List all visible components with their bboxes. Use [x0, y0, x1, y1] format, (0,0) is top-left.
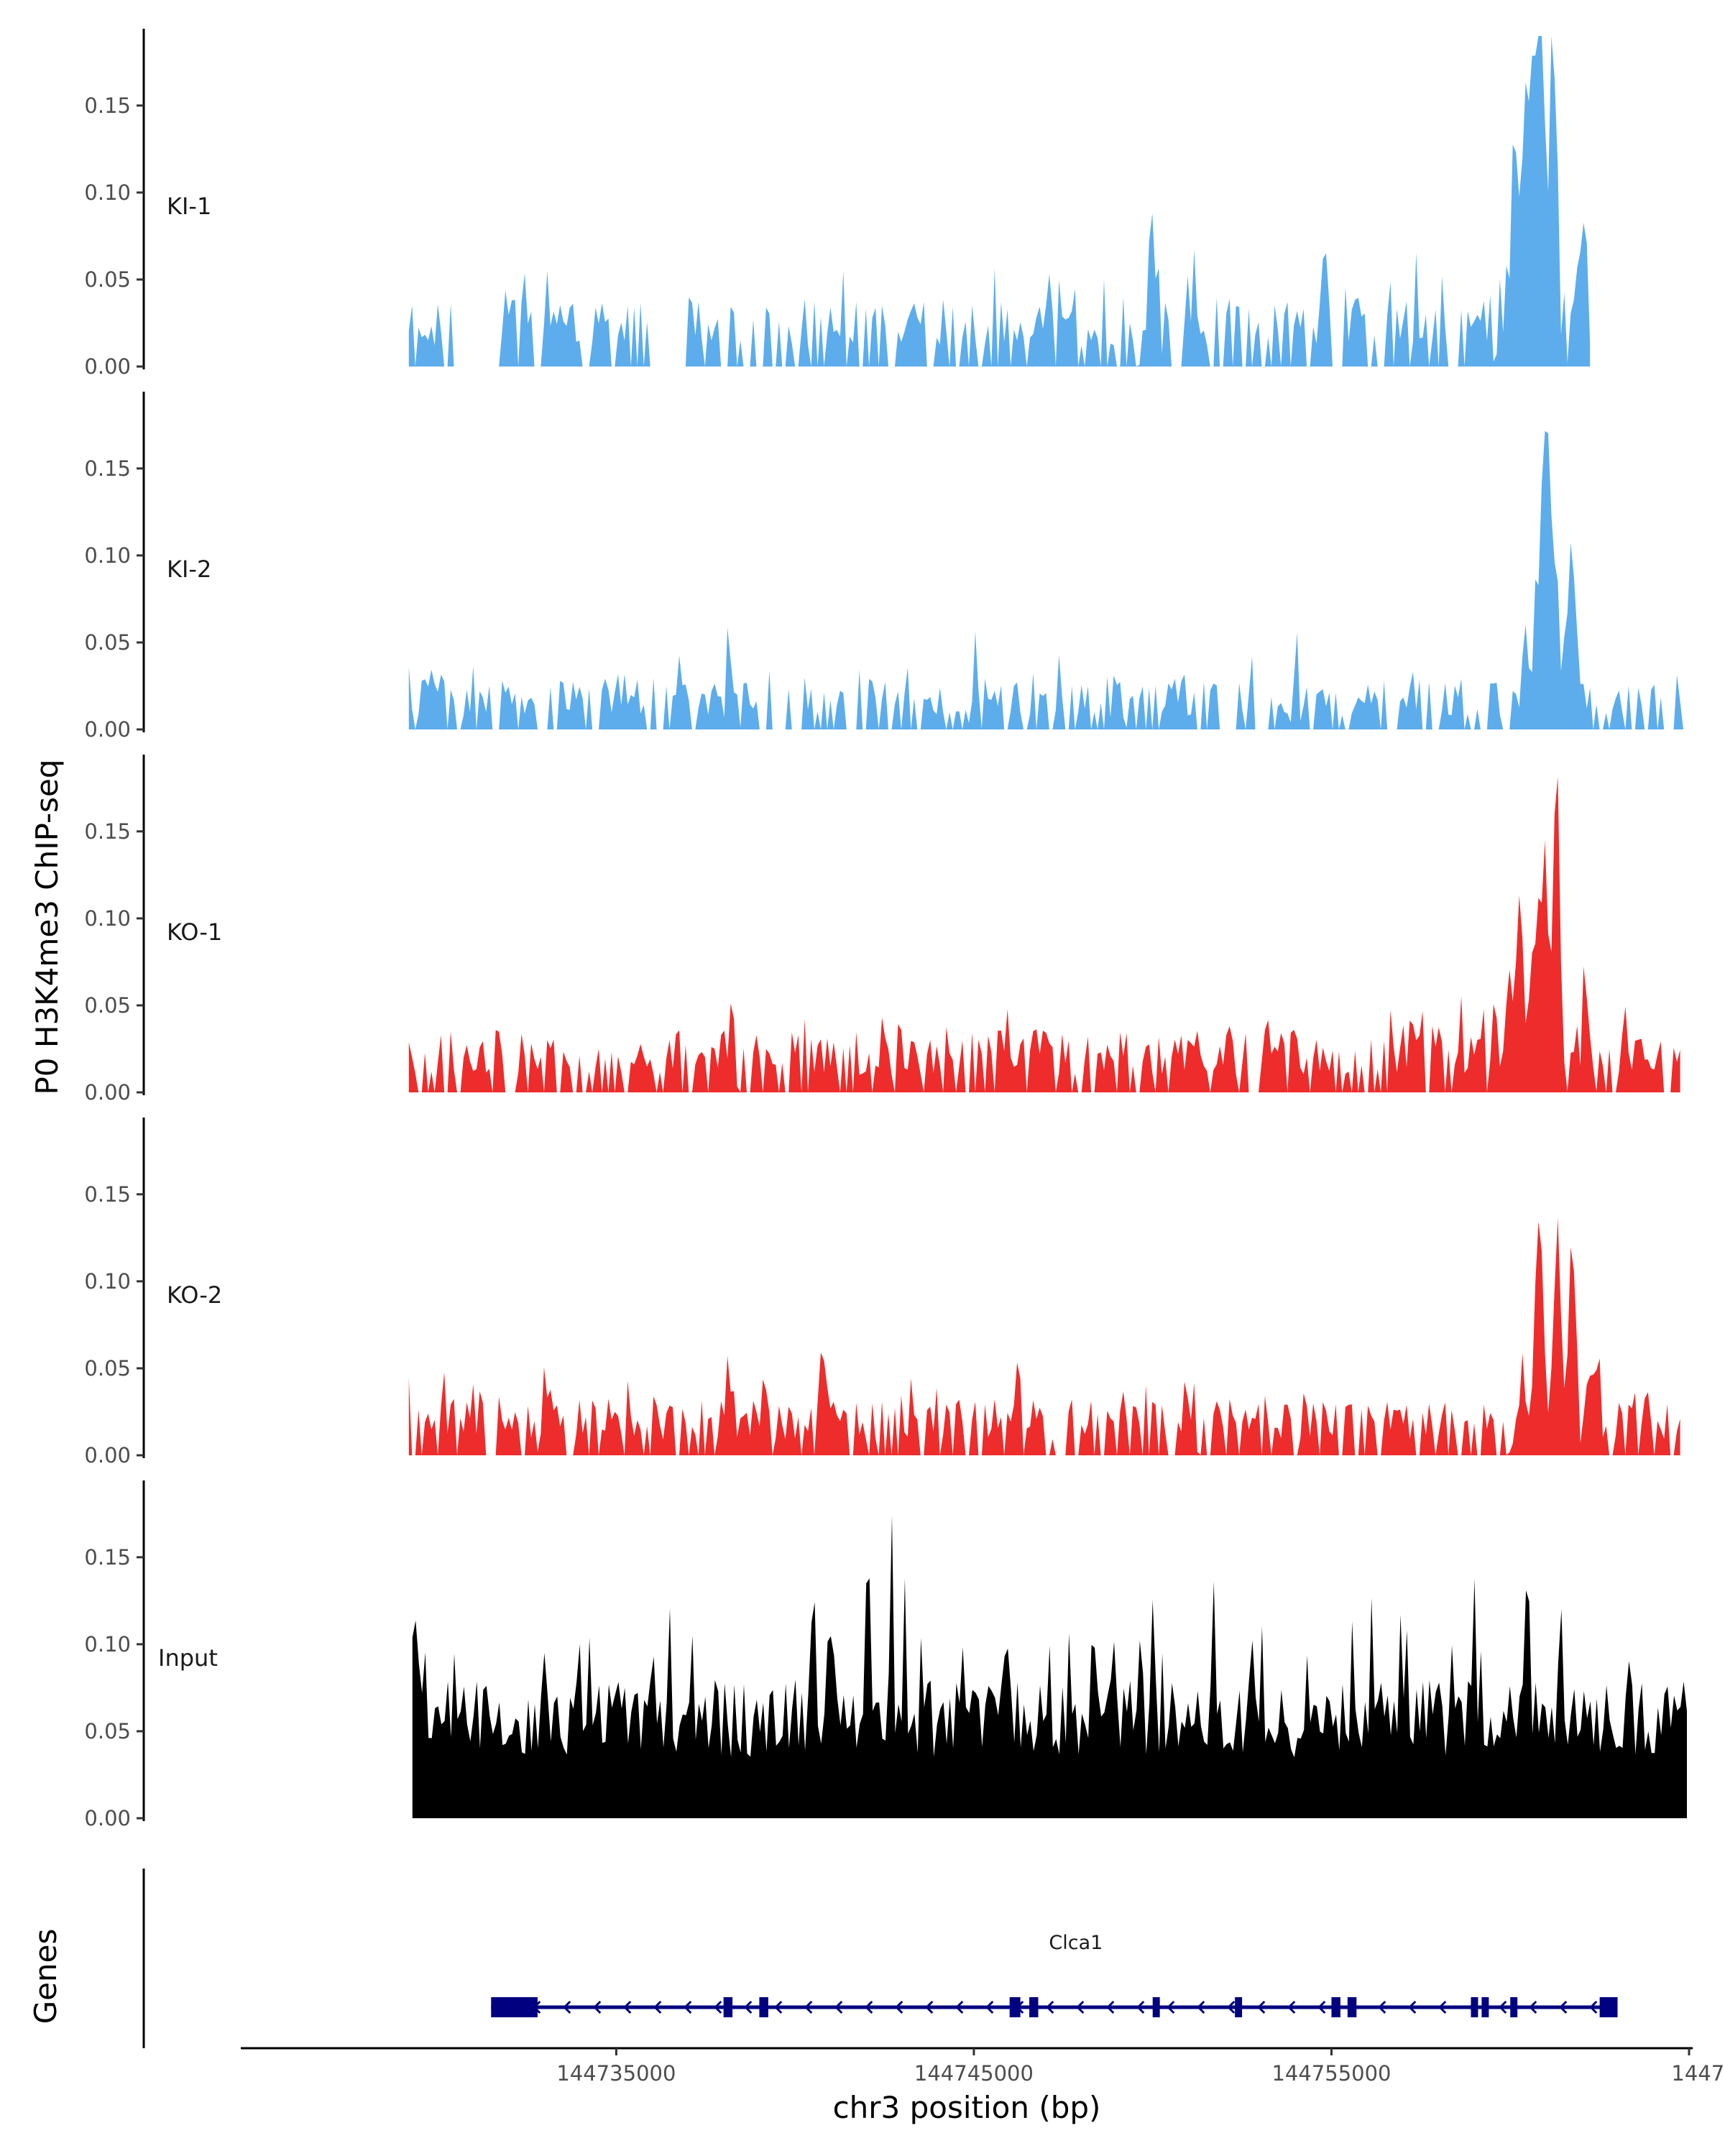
exon [1347, 1997, 1357, 2017]
strand-arrow [865, 2000, 873, 2014]
exon [1510, 1997, 1518, 2017]
strand-arrow [1046, 2000, 1054, 2014]
exon [1009, 1997, 1021, 2017]
strand-arrow [1106, 2000, 1115, 2014]
strand-arrow [1076, 2000, 1085, 2014]
exon [1599, 1997, 1618, 2017]
strand-arrow [925, 2000, 934, 2014]
x-axis-title: chr3 position (bp) [833, 2090, 1101, 2125]
track-input: 0.00 0.05 0.10 0.15 Input [84, 1480, 1687, 1830]
y-tick-label: 0.15 [84, 1182, 131, 1207]
strand-arrow [653, 2000, 662, 2014]
signal-tracks: 0.00 0.05 0.10 0.15 KI-1 0.00 0.05 0.10 0.15 KI-2… [84, 29, 1687, 1830]
strand-arrow [834, 2000, 843, 2014]
exon [759, 1997, 768, 2017]
y-tick-label: 0.15 [84, 819, 131, 844]
signal-area-input [412, 1515, 1687, 1818]
track-ki-2: 0.00 0.05 0.10 0.15 KI-2 [84, 392, 1687, 742]
x-tick-label: 144735000 [556, 2061, 676, 2086]
y-tick-label: 0.00 [84, 1806, 131, 1830]
gene-name-label: Clca1 [1049, 1932, 1103, 1954]
signal-area-ko-2 [408, 1217, 1680, 1455]
strand-arrow [1438, 2000, 1447, 2014]
strand-arrow [1257, 2000, 1266, 2014]
y-tick-label: 0.10 [84, 906, 131, 931]
genes-axis-title: Genes [28, 1929, 63, 2024]
y-tick-label: 0.05 [84, 630, 131, 655]
strand-arrow [563, 2000, 571, 2014]
y-tick-label: 0.05 [84, 267, 131, 292]
strand-arrow [593, 2000, 602, 2014]
signal-area-ki-1 [408, 36, 1591, 367]
y-tick-label: 0.00 [84, 1443, 131, 1468]
signal-area-ki-2 [408, 430, 1687, 729]
strand-arrow [623, 2000, 632, 2014]
strand-arrow [1317, 2000, 1326, 2014]
strand-arrow [985, 2000, 994, 2014]
strand-arrow [774, 2000, 783, 2014]
y-tick-label: 0.05 [84, 1719, 131, 1743]
y-tick-label: 0.15 [84, 1545, 131, 1570]
track-ko-2: 0.00 0.05 0.10 0.15 KO-2 [84, 1118, 1680, 1468]
x-tick-label: 1447650 [1671, 2061, 1725, 2086]
y-tick-label: 0.00 [84, 717, 131, 742]
y-tick-label: 0.00 [84, 354, 131, 379]
exon [1481, 1997, 1489, 2017]
y-tick-label: 0.10 [84, 543, 131, 568]
signal-area-ko-1 [408, 776, 1680, 1092]
exon [1471, 1997, 1478, 2017]
strand-arrow [1589, 2000, 1598, 2014]
strand-arrow [1167, 2000, 1175, 2014]
strand-arrow [1287, 2000, 1296, 2014]
strand-arrow [804, 2000, 813, 2014]
strand-arrow [684, 2000, 692, 2014]
exon [1235, 1997, 1243, 2017]
exon [1331, 1997, 1340, 2017]
y-tick-label: 0.15 [84, 456, 131, 481]
gene-panel: Clca1 [142, 1869, 1618, 2048]
strand-arrow [1197, 2000, 1205, 2014]
y-tick-label: 0.05 [84, 1356, 131, 1381]
y-tick-label: 0.10 [84, 180, 131, 205]
strand-arrow [895, 2000, 903, 2014]
x-axis: 144735000 144745000 144755000 1447650 [241, 2047, 1725, 2086]
y-tick-label: 0.00 [84, 1080, 131, 1105]
strand-arrow [1559, 2000, 1568, 2014]
track-label: KI-2 [167, 556, 211, 583]
strand-arrow [1499, 2000, 1507, 2014]
y-axis-title: P0 H3K4me3 ChIP-seq [29, 759, 65, 1095]
y-tick-label: 0.15 [84, 93, 131, 118]
strand-arrow [1408, 2000, 1417, 2014]
exon [1029, 1997, 1039, 2017]
y-tick-label: 0.10 [84, 1632, 131, 1657]
track-label: Input [158, 1644, 218, 1672]
exon [491, 1997, 538, 2017]
y-tick-label: 0.05 [84, 993, 131, 1018]
exon [1152, 1997, 1160, 2017]
strand-arrow [714, 2000, 722, 2014]
strand-arrow [1227, 2000, 1236, 2014]
strand-arrow [1378, 2000, 1386, 2014]
exon [723, 1997, 733, 2017]
track-label: KI-1 [167, 193, 211, 220]
strand-arrow [1136, 2000, 1145, 2014]
track-ki-1: 0.00 0.05 0.10 0.15 KI-1 [84, 29, 1591, 379]
strand-arrow [1529, 2000, 1537, 2014]
track-label: KO-1 [167, 918, 222, 946]
track-label: KO-2 [167, 1281, 222, 1309]
strand-arrow [955, 2000, 964, 2014]
strand-arrow [744, 2000, 753, 2014]
x-tick-label: 144755000 [1271, 2061, 1391, 2086]
y-tick-label: 0.10 [84, 1269, 131, 1294]
track-ko-1: 0.00 0.05 0.10 0.15 KO-1 [84, 755, 1680, 1105]
x-tick-label: 144745000 [914, 2061, 1034, 2086]
